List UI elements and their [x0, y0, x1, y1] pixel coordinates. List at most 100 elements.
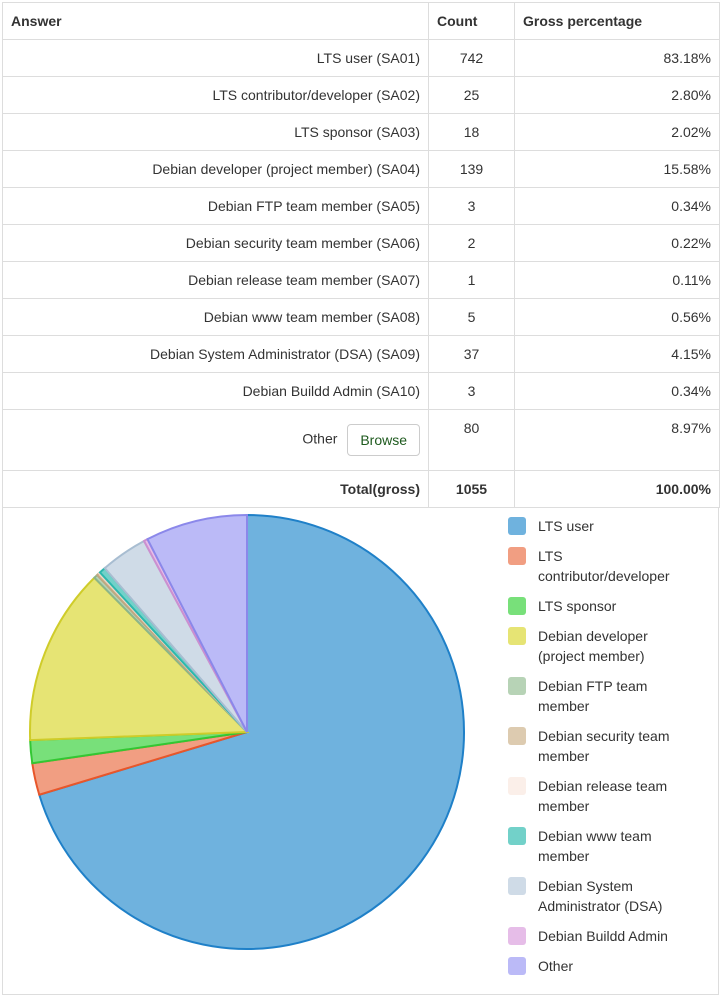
percentage-cell: 2.80% [514, 76, 720, 114]
legend-swatch [508, 957, 526, 975]
legend-item: Debian System Administrator (DSA) [508, 876, 708, 916]
chart-legend: LTS user LTS contributor/developer LTS spon… [508, 516, 708, 986]
percentage-cell: 15.58% [514, 150, 720, 188]
count-cell: 742 [428, 39, 515, 77]
table-row: Debian release team member (SA07) 1 0.11% [2, 261, 720, 299]
table-row: LTS user (SA01) 742 83.18% [2, 39, 720, 77]
count-cell: 80 [428, 409, 515, 471]
percentage-cell: 2.02% [514, 113, 720, 151]
table-row-other: Other Browse 80 8.97% [2, 409, 720, 471]
answer-cell: Debian security team member (SA06) [2, 224, 429, 262]
legend-swatch [508, 927, 526, 945]
header-answer: Answer [2, 2, 429, 40]
answer-cell: LTS sponsor (SA03) [2, 113, 429, 151]
table-row: Debian developer (project member) (SA04)… [2, 150, 720, 188]
pie-slice-debian-developer-project-member [29, 576, 250, 742]
table-row: Debian FTP team member (SA05) 3 0.34% [2, 187, 720, 225]
count-cell: 3 [428, 372, 515, 410]
percentage-cell: 0.22% [514, 224, 720, 262]
table-row: LTS sponsor (SA03) 18 2.02% [2, 113, 720, 151]
percentage-cell: 4.15% [514, 335, 720, 373]
table-row: Debian security team member (SA06) 2 0.22% [2, 224, 720, 262]
answer-cell: Debian FTP team member (SA05) [2, 187, 429, 225]
percentage-cell: 0.11% [514, 261, 720, 299]
legend-label: Debian www team [538, 828, 652, 844]
count-cell: 1 [428, 261, 515, 299]
percentage-cell: 0.34% [514, 372, 720, 410]
legend-label: member [538, 848, 590, 864]
header-count: Count [428, 2, 515, 40]
answer-cell: Debian developer (project member) (SA04) [2, 150, 429, 188]
table-row: LTS contributor/developer (SA02) 25 2.80% [2, 76, 720, 114]
count-cell: 25 [428, 76, 515, 114]
table-row: Debian www team member (SA08) 5 0.56% [2, 298, 720, 336]
pie-chart-panel: LTS user LTS contributor/developer LTS spon… [2, 508, 719, 995]
total-percentage: 100.00% [514, 470, 720, 508]
answer-cell: Debian Buildd Admin (SA10) [2, 372, 429, 410]
answer-cell: Debian release team member (SA07) [2, 261, 429, 299]
legend-item: Debian www team member [508, 826, 708, 866]
legend-item: Debian developer (project member) [508, 626, 708, 666]
answer-cell: LTS contributor/developer (SA02) [2, 76, 429, 114]
legend-label: Other [538, 958, 574, 974]
legend-swatch [508, 547, 526, 565]
legend-label: Debian Buildd Admin [538, 928, 668, 944]
count-cell: 3 [428, 187, 515, 225]
legend-item: Debian Buildd Admin [508, 926, 708, 946]
answer-cell: Debian System Administrator (DSA) (SA09) [2, 335, 429, 373]
legend-item: Debian security team member [508, 726, 708, 766]
legend-label: LTS sponsor [538, 598, 617, 614]
browse-button[interactable]: Browse [347, 424, 420, 456]
count-cell: 37 [428, 335, 515, 373]
legend-swatch [508, 597, 526, 615]
legend-swatch [508, 777, 526, 795]
legend-label: LTS [538, 548, 563, 564]
answer-cell: LTS user (SA01) [2, 39, 429, 77]
legend-label: member [538, 798, 590, 814]
total-count: 1055 [428, 470, 515, 508]
count-cell: 5 [428, 298, 515, 336]
count-cell: 18 [428, 113, 515, 151]
total-label: Total(gross) [2, 470, 429, 508]
pie-slice-lts-user [38, 513, 465, 950]
legend-swatch [508, 627, 526, 645]
table-header-row: Answer Count Gross percentage [2, 2, 720, 40]
count-cell: 2 [428, 224, 515, 262]
legend-label: Debian developer [538, 628, 648, 644]
legend-swatch [508, 517, 526, 535]
percentage-cell: 0.34% [514, 187, 720, 225]
legend-label: Debian FTP team [538, 678, 648, 694]
percentage-cell: 8.97% [514, 409, 720, 471]
answer-cell: Other Browse [2, 409, 429, 471]
percentage-cell: 0.56% [514, 298, 720, 336]
legend-label: (project member) [538, 648, 645, 664]
legend-label: member [538, 748, 590, 764]
table-row-total: Total(gross) 1055 100.00% [2, 470, 720, 508]
legend-label: member [538, 698, 590, 714]
legend-item: LTS sponsor [508, 596, 708, 616]
pie-slice-other [146, 513, 248, 733]
legend-swatch [508, 827, 526, 845]
legend-item: Debian release team member [508, 776, 708, 816]
answer-cell: Debian www team member (SA08) [2, 298, 429, 336]
answer-other-label: Other [302, 430, 338, 447]
legend-label: Debian release team [538, 778, 668, 794]
results-table: Answer Count Gross percentage LTS user (… [2, 2, 720, 508]
table-body: LTS user (SA01) 742 83.18% LTS contributor/… [2, 39, 720, 410]
table-row: Debian Buildd Admin (SA10) 3 0.34% [2, 372, 720, 410]
pie-chart [29, 513, 465, 950]
header-percentage: Gross percentage [514, 2, 720, 40]
legend-label: contributor/developer [538, 568, 670, 584]
legend-item: Debian FTP team member [508, 676, 708, 716]
percentage-cell: 83.18% [514, 39, 720, 77]
legend-item: LTS contributor/developer [508, 546, 708, 586]
count-cell: 139 [428, 150, 515, 188]
legend-label: Administrator (DSA) [538, 898, 663, 914]
table-row: Debian System Administrator (DSA) (SA09)… [2, 335, 720, 373]
legend-swatch [508, 677, 526, 695]
legend-item: Other [508, 956, 708, 976]
legend-label: Debian security team [538, 728, 670, 744]
legend-label: Debian System [538, 878, 633, 894]
legend-label: LTS user [538, 518, 594, 534]
